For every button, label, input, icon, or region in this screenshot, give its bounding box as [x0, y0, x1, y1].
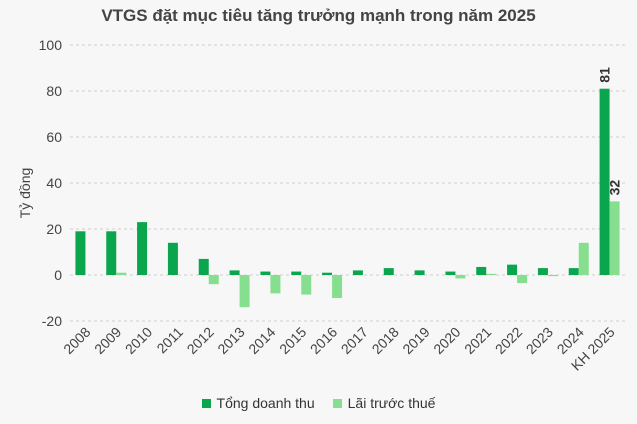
- bar-revenue: [568, 268, 579, 275]
- x-tick-label: 2022: [492, 324, 525, 357]
- bar-revenue: [414, 270, 425, 275]
- x-tick-label: 2020: [430, 324, 463, 357]
- bar-revenue: [106, 231, 117, 275]
- x-tick-label: 2014: [245, 324, 278, 357]
- x-tick-label: 2008: [60, 324, 93, 357]
- legend-swatch-profit: [332, 398, 342, 408]
- legend-swatch-revenue: [201, 398, 211, 408]
- bar-revenue: [75, 231, 86, 275]
- bar-profit: [116, 272, 127, 275]
- bar-profit: [609, 201, 620, 275]
- bar-revenue: [137, 222, 148, 275]
- bar-profit: [455, 275, 466, 279]
- bar-revenue: [198, 258, 209, 275]
- bar-revenue: [167, 242, 178, 275]
- x-tick-label: 2017: [338, 324, 371, 357]
- x-tick-label: 2016: [307, 324, 340, 357]
- bar-profit: [239, 275, 250, 308]
- bar-revenue: [352, 270, 363, 275]
- x-tick-label: 2009: [91, 324, 124, 357]
- chart-title: VTGS đặt mục tiêu tăng trưởng mạnh trong…: [101, 6, 536, 25]
- x-tick-label: 2012: [184, 324, 217, 357]
- bar-profit: [517, 275, 528, 284]
- legend-label-profit: Lãi trước thuế: [347, 395, 436, 411]
- y-tick-label: -20: [42, 313, 62, 329]
- y-axis-label: Tỷ đồng: [17, 168, 33, 219]
- x-tick-label: 2013: [214, 324, 247, 357]
- bar-revenue: [383, 268, 394, 275]
- bar-profit: [301, 275, 312, 295]
- x-tick-label: 2023: [523, 324, 556, 357]
- data-label: 32: [607, 180, 623, 196]
- y-tick-label: 80: [46, 83, 62, 99]
- x-tick-label: 2011: [153, 324, 186, 357]
- bar-profit: [270, 275, 281, 294]
- x-tick-label: 2015: [276, 324, 309, 357]
- bar-revenue: [322, 272, 333, 275]
- y-tick-label: 100: [39, 37, 63, 53]
- x-tick-label: 2018: [369, 324, 402, 357]
- legend-item-profit[interactable]: Lãi trước thuế: [332, 395, 436, 411]
- legend: Tổng doanh thu Lãi trước thuế: [0, 395, 637, 411]
- y-tick-label: 0: [54, 267, 62, 283]
- legend-label-revenue: Tổng doanh thu: [216, 395, 315, 411]
- bar-revenue: [599, 88, 610, 275]
- x-tick-label: 2010: [122, 324, 155, 357]
- legend-item-revenue[interactable]: Tổng doanh thu: [201, 395, 315, 411]
- bar-revenue: [229, 270, 240, 275]
- bar-profit: [332, 275, 343, 298]
- data-label: 81: [597, 67, 613, 83]
- y-tick-label: 40: [46, 175, 62, 191]
- bar-revenue: [507, 264, 518, 275]
- bar-profit: [547, 275, 558, 277]
- bar-revenue: [476, 266, 487, 275]
- bar-revenue: [260, 271, 271, 275]
- bar-revenue: [291, 271, 302, 275]
- x-tick-label: 2021: [461, 324, 494, 357]
- bar-revenue: [537, 268, 548, 275]
- x-tick-label: 2019: [399, 324, 432, 357]
- y-tick-label: 60: [46, 129, 62, 145]
- bar-profit: [578, 242, 589, 275]
- bar-profit: [208, 275, 219, 285]
- y-tick-label: 20: [46, 221, 62, 237]
- bar-revenue: [445, 271, 456, 275]
- bar-profit: [486, 273, 497, 275]
